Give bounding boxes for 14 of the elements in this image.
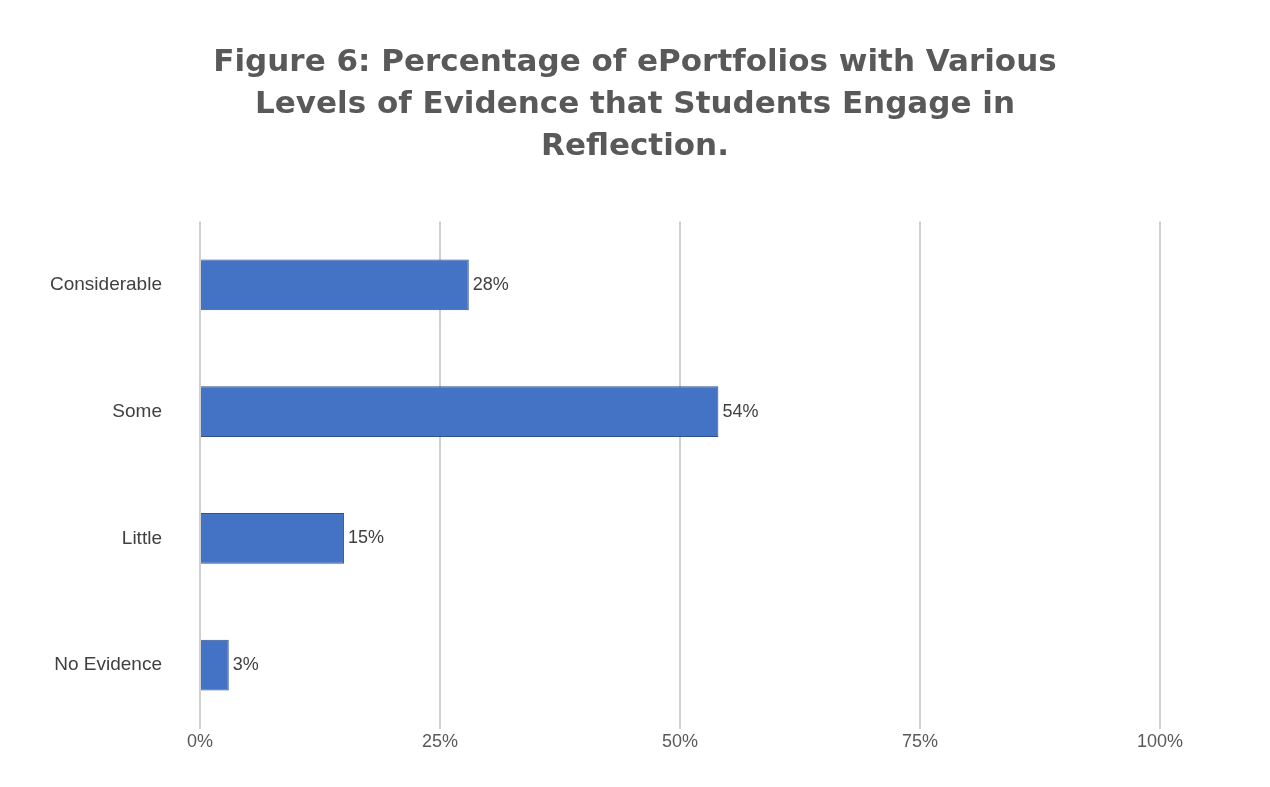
chart-title: Figure 6: Percentage of ePortfolios with Various Levels of Evidence that Students Engage in Reflection. (212, 41, 1058, 164)
data-label: 3% (232, 654, 259, 675)
y-tick-label: No Evidence (54, 653, 162, 675)
data-label: 28% (472, 273, 509, 294)
data-label: 54% (722, 400, 759, 421)
x-tick-label: 100% (1136, 731, 1184, 752)
x-tick-label: 75% (901, 731, 939, 752)
x-tick-label: 50% (661, 731, 698, 752)
x-tick-label: 25% (421, 731, 458, 752)
data-label: 15% (347, 527, 384, 548)
x-tick-label: 0% (186, 731, 213, 752)
y-tick-label: Some (112, 399, 162, 421)
y-tick-label: Considerable (49, 273, 162, 295)
y-tick-label: Little (121, 526, 162, 548)
